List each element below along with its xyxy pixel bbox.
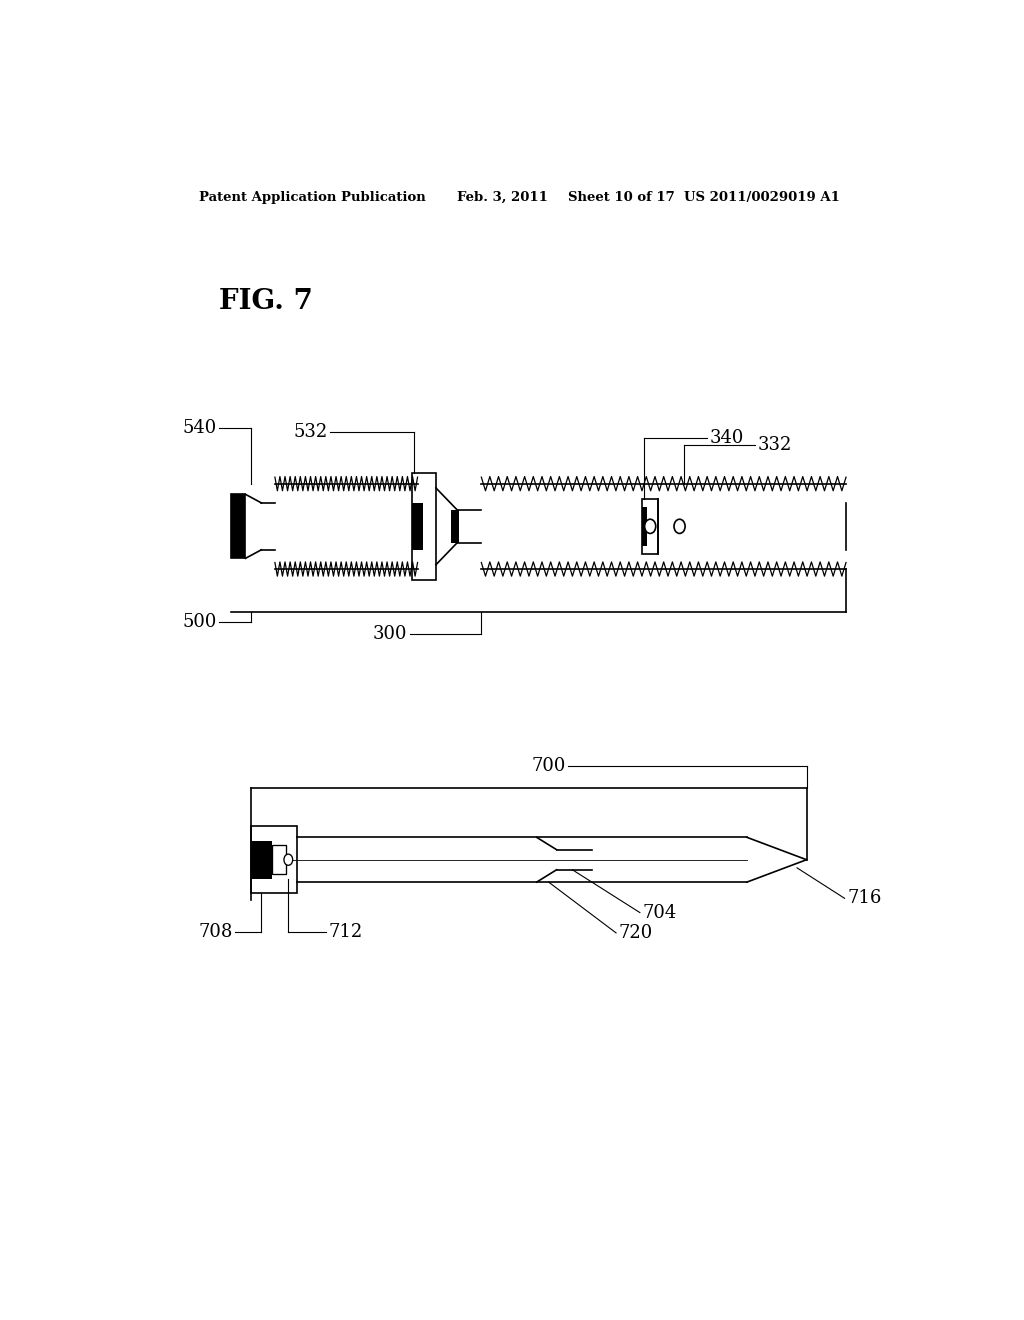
Text: 704: 704 xyxy=(642,904,677,921)
Text: Patent Application Publication: Patent Application Publication xyxy=(200,191,426,203)
Text: 300: 300 xyxy=(373,626,408,643)
Text: FIG. 7: FIG. 7 xyxy=(219,289,313,315)
Bar xyxy=(412,473,436,579)
Circle shape xyxy=(674,519,685,533)
Text: 332: 332 xyxy=(758,436,792,454)
Bar xyxy=(251,826,297,894)
Circle shape xyxy=(645,519,655,533)
Bar xyxy=(231,494,246,558)
Bar xyxy=(642,499,658,554)
Bar xyxy=(642,507,647,545)
Text: 716: 716 xyxy=(847,890,882,907)
Text: 712: 712 xyxy=(329,923,364,941)
Text: 340: 340 xyxy=(710,429,744,446)
Bar xyxy=(451,510,459,543)
Bar xyxy=(251,841,271,879)
Text: Sheet 10 of 17: Sheet 10 of 17 xyxy=(568,191,675,203)
Text: Feb. 3, 2011: Feb. 3, 2011 xyxy=(458,191,548,203)
Bar xyxy=(412,503,423,550)
Text: 500: 500 xyxy=(182,612,217,631)
Bar xyxy=(271,845,286,874)
Text: 532: 532 xyxy=(294,424,328,441)
Text: 700: 700 xyxy=(531,756,566,775)
Text: 708: 708 xyxy=(199,923,232,941)
Text: US 2011/0029019 A1: US 2011/0029019 A1 xyxy=(684,191,840,203)
Circle shape xyxy=(284,854,293,866)
Text: 540: 540 xyxy=(182,418,217,437)
Text: 720: 720 xyxy=(618,924,652,942)
